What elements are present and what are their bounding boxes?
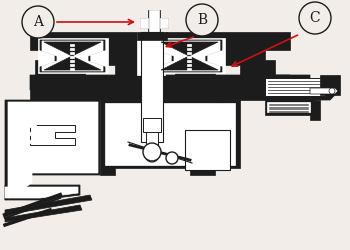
Polygon shape [30, 125, 75, 145]
Bar [8, 132, 36, 135]
Polygon shape [161, 42, 218, 56]
Circle shape [186, 4, 218, 36]
Bar [146, 130, 158, 150]
Polygon shape [240, 75, 335, 110]
Polygon shape [5, 187, 78, 198]
Bar [155, 38, 225, 73]
Polygon shape [5, 195, 92, 215]
Bar [8, 108, 36, 111]
Bar [187, 52, 191, 54]
Circle shape [299, 2, 331, 34]
Polygon shape [5, 185, 80, 200]
Polygon shape [159, 41, 220, 71]
Bar [70, 48, 74, 50]
Text: C: C [310, 11, 320, 25]
Polygon shape [160, 18, 168, 28]
Polygon shape [310, 88, 338, 94]
Bar [137, 32, 167, 40]
Bar [320, 75, 340, 95]
Bar [8, 116, 36, 119]
Bar [70, 68, 74, 70]
Bar [265, 78, 325, 96]
Bar [30, 88, 290, 100]
Bar [137, 32, 165, 75]
Bar [267, 102, 310, 112]
Bar [187, 48, 191, 50]
Polygon shape [30, 32, 290, 75]
Polygon shape [40, 40, 105, 72]
Circle shape [329, 88, 335, 94]
Bar [143, 118, 161, 132]
Bar [70, 60, 74, 62]
Bar [141, 32, 163, 142]
Polygon shape [140, 18, 148, 28]
Circle shape [22, 6, 54, 38]
Bar [70, 64, 74, 66]
Bar [187, 44, 191, 46]
Bar [70, 44, 74, 46]
Bar [105, 103, 235, 165]
Bar [70, 52, 74, 54]
Text: B: B [197, 13, 207, 27]
Bar [70, 56, 74, 58]
Bar [8, 124, 36, 127]
Bar [187, 60, 191, 62]
Polygon shape [8, 102, 98, 198]
Polygon shape [42, 41, 103, 71]
Circle shape [143, 143, 161, 161]
Bar [187, 68, 191, 70]
Polygon shape [30, 75, 290, 125]
Polygon shape [157, 40, 222, 72]
Bar [149, 10, 159, 32]
Polygon shape [100, 100, 240, 175]
Polygon shape [140, 10, 168, 32]
Polygon shape [44, 42, 101, 56]
Bar [187, 56, 191, 58]
Bar [187, 64, 191, 66]
Polygon shape [5, 205, 82, 222]
Bar [8, 140, 36, 143]
Text: A: A [33, 15, 43, 29]
Polygon shape [161, 56, 218, 70]
Polygon shape [44, 56, 101, 70]
Circle shape [166, 152, 178, 164]
Bar [38, 38, 108, 73]
Polygon shape [5, 100, 100, 200]
Bar [185, 130, 230, 170]
Polygon shape [265, 90, 320, 120]
Circle shape [145, 148, 159, 162]
